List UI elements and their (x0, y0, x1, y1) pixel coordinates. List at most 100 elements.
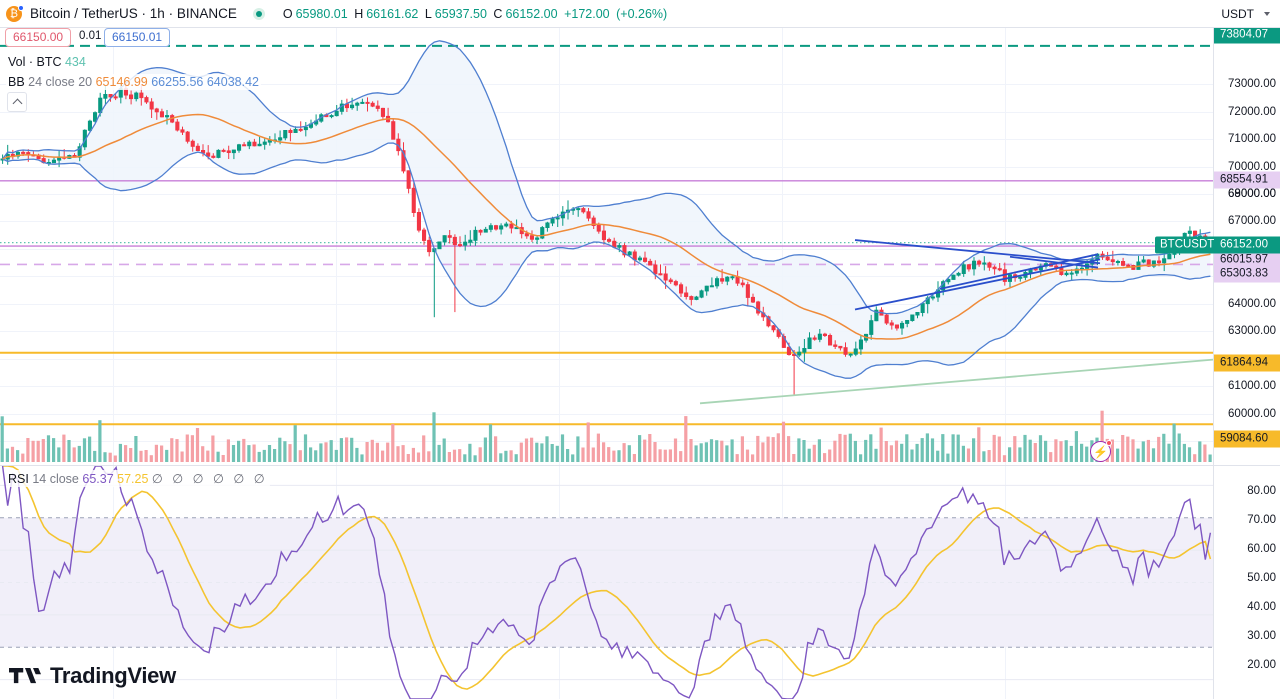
all-time-high-tag[interactable]: 73804.07 (1214, 26, 1280, 44)
volume-bar (684, 416, 688, 462)
candle-body (463, 241, 468, 246)
volume-bar (566, 449, 570, 462)
candle-body (648, 260, 653, 266)
gridline-h (0, 194, 1213, 195)
volume-bar (972, 438, 976, 462)
volume-bar (766, 436, 770, 462)
candle-body (391, 121, 396, 140)
volume-bar (370, 439, 374, 462)
resistance-tag[interactable]: 68554.91 (1214, 171, 1280, 189)
volume-bar (715, 440, 719, 462)
volume-legend[interactable]: Vol · BTC 434 (6, 54, 88, 70)
volume-bar (627, 445, 631, 462)
volume-bar (1074, 431, 1078, 462)
low-label: L (424, 6, 432, 21)
candle-body (504, 223, 509, 227)
volume-bar (1193, 454, 1197, 462)
ascending-trendline[interactable] (854, 258, 1101, 311)
price-tick: 61000.00 (1228, 380, 1276, 392)
tradingview-logo[interactable]: TradingView (9, 663, 176, 689)
support-tag-2[interactable]: 59084.60 (1214, 430, 1280, 448)
volume-bar (787, 436, 791, 462)
bb-legend-params: 24 close 2 (28, 75, 86, 89)
candle-body (195, 145, 200, 152)
buy-price-chip[interactable]: 66150.01 (104, 28, 171, 47)
rsi-legend[interactable]: RSI 14 close 65.37 57.25 ∅ ∅ ∅ ∅ ∅ ∅ (6, 470, 270, 487)
rsi-line (1, 465, 1212, 699)
candle-body (1064, 272, 1069, 276)
lightning-bolt-icon[interactable]: ⚡ (1090, 440, 1112, 462)
sell-price-chip[interactable]: 66150.00 (5, 28, 72, 47)
candle-body (786, 346, 792, 355)
candle-body (977, 260, 982, 265)
rsi-pane[interactable] (0, 465, 1213, 699)
volume-bar (1069, 445, 1073, 462)
candle-body (550, 218, 555, 224)
volume-bar (242, 438, 246, 462)
candle-body (93, 112, 98, 122)
volume-bar (1198, 441, 1202, 462)
volume-bar (211, 435, 215, 462)
upper-band-tag[interactable]: 66015.97 (1214, 251, 1280, 269)
gridline-h (0, 112, 1213, 113)
volume-bar (329, 440, 333, 462)
rsi-axis[interactable]: 80.00 70.00 60.00 50.00 40.00 30.00 20.00 (1213, 466, 1280, 699)
currency-selector[interactable]: USDT (1213, 4, 1276, 24)
market-status-icon[interactable] (252, 7, 265, 20)
tradingview-mark-icon (9, 668, 41, 684)
volume-bar (1049, 452, 1053, 462)
bollinger-legend[interactable]: BB 24 close 20 65146.99 66255.56 64038.4… (6, 74, 261, 90)
inner-trendline-lower[interactable] (1009, 255, 1099, 269)
volume-bar (982, 451, 986, 462)
volume-bar (1146, 439, 1150, 462)
symbol-title[interactable]: Bitcoin / TetherUS · 1h · BINANCE (30, 6, 237, 21)
candle-body (910, 314, 915, 321)
candle-body (689, 296, 694, 300)
lower-band-tag[interactable]: 65303.83 (1214, 265, 1280, 283)
rsi-tick: 40.00 (1247, 601, 1276, 613)
rsi-tick: 30.00 (1247, 630, 1276, 642)
volume-bar (309, 447, 313, 462)
last-price-tag[interactable]: 66152.00 (1214, 236, 1280, 254)
candle-body (920, 303, 925, 314)
volume-bar (391, 424, 395, 462)
candle-body (766, 316, 771, 327)
volume-bar (422, 435, 426, 462)
candle-body (992, 266, 997, 270)
descending-trendline[interactable] (854, 239, 1101, 265)
volume-bar (1187, 447, 1192, 462)
volume-bar (817, 439, 821, 462)
volume-bar (828, 449, 832, 462)
volume-bar (560, 434, 565, 462)
open-value: 65980.01 (295, 6, 348, 21)
long-support-trendline[interactable] (699, 358, 1214, 405)
price-pane[interactable] (0, 28, 1214, 465)
support-tag-1[interactable]: 61864.94 (1214, 354, 1280, 372)
candle-body (1110, 259, 1115, 263)
price-axis[interactable]: 73000.00 72000.00 71000.00 70000.00 69000.00… (1213, 26, 1280, 465)
chevron-up-icon[interactable] (7, 92, 27, 112)
volume-bar (643, 439, 647, 462)
candle-body (555, 217, 560, 220)
volume-bar (514, 454, 518, 462)
candle-body (159, 111, 164, 118)
volume-bar (884, 441, 888, 462)
candle-body (756, 301, 761, 314)
volume-bar (1121, 435, 1125, 462)
inner-trendline-upper[interactable] (939, 253, 1099, 290)
price-tick: 64000.00 (1228, 298, 1276, 310)
volume-legend-value: 434 (64, 55, 86, 69)
volume-bar (1018, 447, 1022, 462)
candle-body (848, 353, 853, 356)
volume-bar (345, 437, 349, 462)
candle-body (812, 337, 817, 340)
volume-bar (221, 455, 225, 462)
candle-body (612, 240, 617, 248)
high-label: H (354, 6, 364, 21)
candle-body (190, 140, 195, 147)
price-tick: 73000.00 (1228, 78, 1276, 90)
volume-bar (1059, 441, 1063, 462)
candle-body (226, 150, 231, 154)
volume-bar (499, 453, 503, 462)
volume-bar (951, 434, 955, 462)
